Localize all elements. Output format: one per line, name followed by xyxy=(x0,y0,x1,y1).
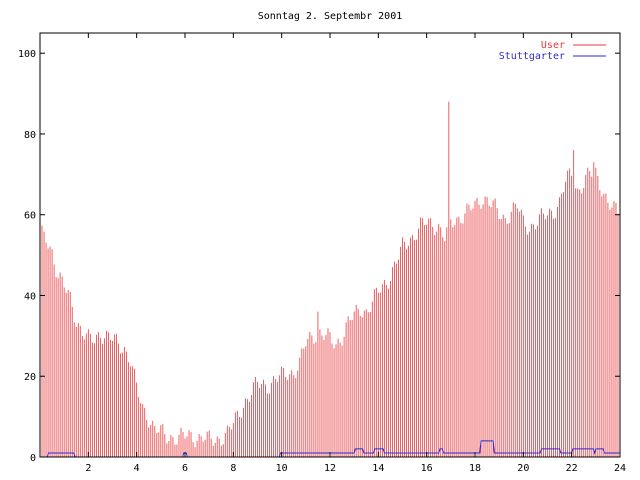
y-tick-label: 80 xyxy=(24,130,36,141)
x-tick-label: 12 xyxy=(324,463,336,474)
x-tick-label: 2 xyxy=(85,463,91,474)
y-tick-label: 60 xyxy=(24,211,36,222)
x-tick-label: 6 xyxy=(182,463,188,474)
x-tick-label: 18 xyxy=(469,463,481,474)
legend-label: User xyxy=(541,40,565,51)
x-tick-label: 16 xyxy=(421,463,433,474)
x-tick-label: 24 xyxy=(614,463,626,474)
x-tick-label: 22 xyxy=(566,463,578,474)
legend-label: Stuttgarter xyxy=(499,51,565,62)
y-tick-label: 0 xyxy=(30,453,36,464)
x-tick-label: 20 xyxy=(517,463,529,474)
y-tick-label: 40 xyxy=(24,291,36,302)
y-tick-label: 20 xyxy=(24,372,36,383)
y-tick-label: 100 xyxy=(18,49,36,60)
x-tick-label: 4 xyxy=(134,463,140,474)
chart-title: Sonntag 2. Septembr 2001 xyxy=(258,11,403,22)
x-tick-label: 8 xyxy=(230,463,236,474)
x-tick-label: 10 xyxy=(276,463,288,474)
user-series xyxy=(39,101,621,457)
x-tick-label: 14 xyxy=(372,463,384,474)
